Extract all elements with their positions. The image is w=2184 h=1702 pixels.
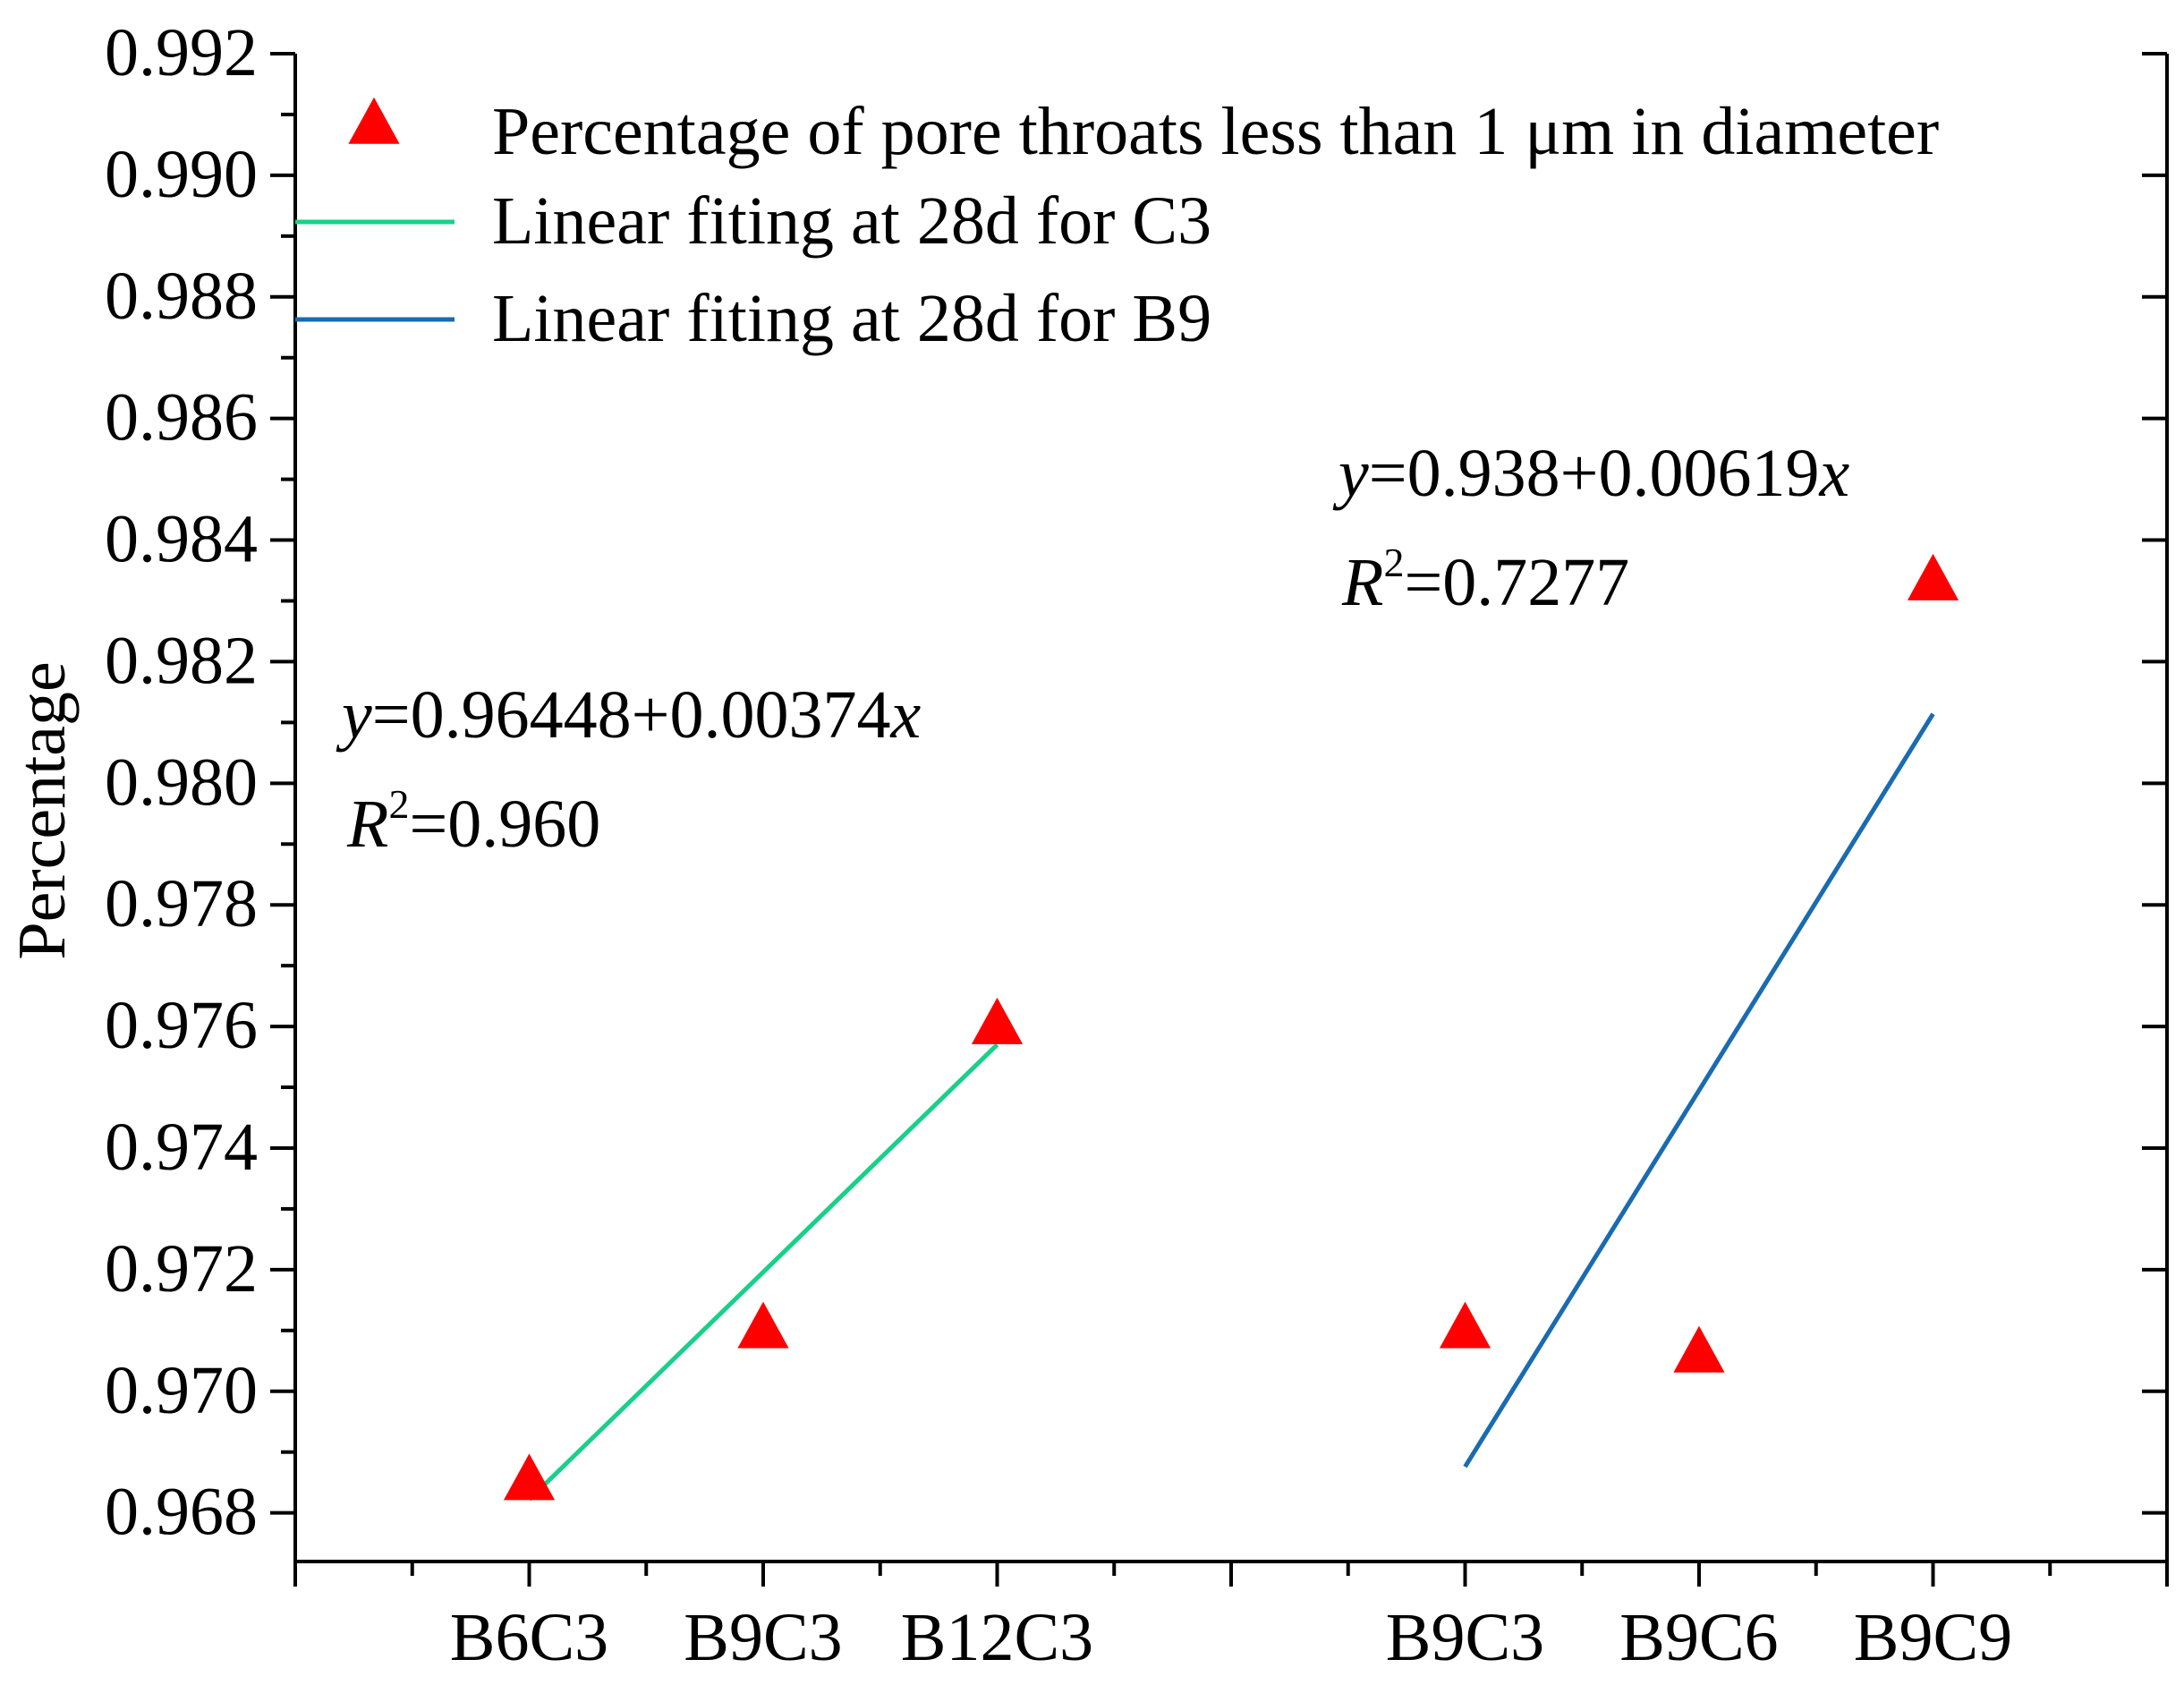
data-point-triangle bbox=[1673, 1325, 1725, 1373]
x-tick-label: B9C3 bbox=[1386, 1600, 1544, 1675]
y-tick-label: 0.992 bbox=[105, 15, 258, 90]
legend-label: Linear fiting at 28d for B9 bbox=[492, 281, 1211, 356]
axis-ticks: 0.968 0.970 0.972 0.974 0.976 0.978 0.980 0.982… bbox=[105, 15, 2169, 1675]
c3-fit-equation: y=0.96448+0.00374x bbox=[336, 677, 921, 753]
b9-fit-r2: R2=0.7277 bbox=[1341, 540, 1629, 620]
b9-fit-annotation: y=0.938+0.00619x R2=0.7277 bbox=[1332, 436, 1849, 620]
c3-fit-r2: R2=0.960 bbox=[346, 781, 600, 862]
y-tick-label: 0.972 bbox=[105, 1231, 258, 1306]
legend: Percentage of pore throats less than 1 μ… bbox=[295, 94, 1939, 356]
fit-lines bbox=[527, 712, 1935, 1502]
y-tick-label: 0.976 bbox=[105, 988, 258, 1063]
data-point-triangle bbox=[737, 1301, 789, 1349]
y-axis-title: Percentage bbox=[4, 661, 80, 959]
x-tick-label: B9C3 bbox=[684, 1600, 842, 1675]
y-tick-label: 0.982 bbox=[105, 623, 258, 698]
x-tick-label: B6C3 bbox=[450, 1600, 608, 1675]
c3-fit-annotation: y=0.96448+0.00374x R2=0.960 bbox=[336, 677, 921, 862]
legend-triangle-marker bbox=[348, 97, 400, 144]
x-tick-label: B12C3 bbox=[901, 1600, 1093, 1675]
y-tick-label: 0.980 bbox=[105, 745, 258, 820]
y-tick-label: 0.970 bbox=[105, 1353, 258, 1428]
b9-fit-equation: y=0.938+0.00619x bbox=[1332, 436, 1849, 511]
data-point-triangle bbox=[971, 997, 1024, 1044]
y-tick-label: 0.984 bbox=[105, 502, 258, 577]
data-points bbox=[503, 553, 1959, 1501]
data-point-triangle bbox=[1907, 553, 1959, 600]
legend-label: Percentage of pore throats less than 1 μ… bbox=[492, 94, 1939, 169]
legend-label: Linear fiting at 28d for C3 bbox=[492, 183, 1211, 259]
fit-line bbox=[1463, 712, 1935, 1468]
y-tick-label: 0.978 bbox=[105, 866, 258, 941]
data-point-triangle bbox=[503, 1453, 556, 1501]
x-tick-label: B9C9 bbox=[1854, 1600, 2012, 1675]
data-point-triangle bbox=[1439, 1301, 1491, 1349]
x-tick-label: B9C6 bbox=[1619, 1600, 1778, 1675]
y-tick-label: 0.990 bbox=[105, 137, 258, 212]
y-tick-label: 0.968 bbox=[105, 1475, 258, 1550]
y-tick-label: 0.974 bbox=[105, 1110, 258, 1185]
fit-line bbox=[527, 1042, 999, 1502]
y-tick-label: 0.988 bbox=[105, 259, 258, 334]
y-tick-label: 0.986 bbox=[105, 380, 258, 455]
